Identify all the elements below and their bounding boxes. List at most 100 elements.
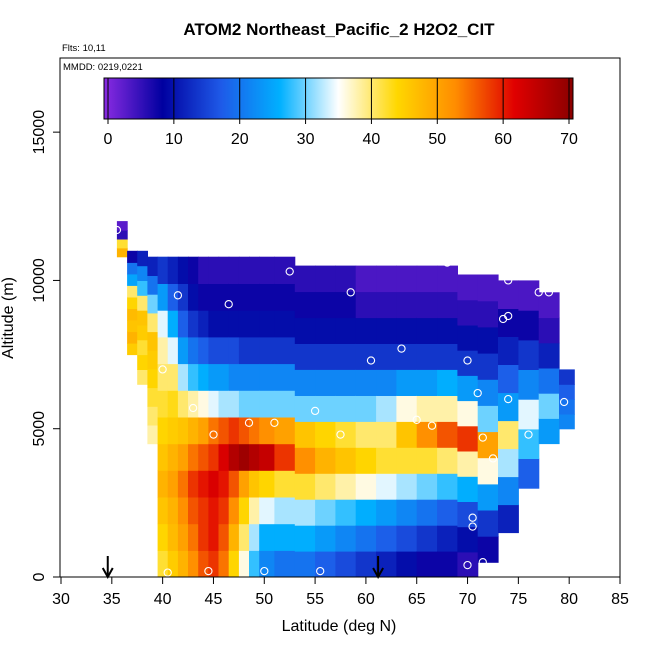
heatmap-cell (294, 551, 316, 577)
colorbar-gradient (103, 77, 574, 120)
observation-marker (478, 558, 487, 567)
observation-marker (260, 566, 269, 576)
heatmap-cell (457, 451, 479, 477)
observation-marker (468, 513, 477, 522)
heatmap-cell (157, 416, 169, 445)
heatmap-cell (518, 399, 540, 430)
heatmap-cell (228, 496, 240, 525)
heatmap-cell (477, 536, 499, 563)
heatmap-cell (228, 390, 240, 418)
heatmap-cell (198, 256, 209, 284)
y-tick-label: 10000 (31, 258, 48, 303)
heatmap-cell (147, 406, 159, 426)
heatmap-cell (188, 470, 199, 498)
heatmap-cell (157, 310, 169, 338)
heatmap-cell (355, 369, 377, 396)
heatmap-cell (198, 523, 209, 551)
heatmap-cell (157, 256, 169, 284)
heatmap-cell (177, 310, 189, 338)
heatmap-cell (477, 405, 499, 433)
heatmap-cell (198, 443, 209, 471)
heatmap-cell (116, 221, 128, 231)
heatmap-cell (259, 523, 275, 551)
heatmap-cell (127, 320, 138, 333)
colorbar-tick-label: 30 (297, 131, 315, 148)
heatmap-cell (249, 523, 260, 551)
y-axis-label: Altitude (m) (0, 277, 17, 359)
heatmap-cell (137, 280, 148, 296)
heatmap-cell (274, 256, 296, 284)
heatmap-cell (315, 421, 336, 448)
heatmap-cell (147, 424, 159, 445)
heatmap-cell (294, 395, 316, 422)
heatmap-cell (177, 363, 189, 391)
observation-marker (163, 568, 172, 577)
heatmap-cell (416, 265, 438, 293)
heatmap-cell (259, 550, 275, 577)
heatmap-cell (238, 310, 250, 338)
observation-marker (336, 430, 345, 439)
heatmap-cell (538, 393, 560, 419)
heatmap-cell (294, 343, 316, 370)
heatmap-cell (188, 256, 199, 284)
heatmap-cell (249, 363, 260, 391)
observation-marker (244, 418, 254, 427)
observation-marker (534, 288, 543, 297)
y-axis: 0 5000 10000 15000 (31, 110, 60, 581)
heatmap-cell (218, 496, 230, 525)
heatmap-cell (167, 416, 179, 445)
heatmap-cell (238, 363, 250, 391)
heatmap-cell (259, 390, 275, 418)
colorbar: 0 10 20 30 40 50 60 70 (103, 77, 578, 148)
heatmap-cell (188, 550, 199, 577)
dates-label: MMDD: 0219,0221 (63, 62, 143, 73)
heatmap-cell (416, 343, 438, 370)
heatmap-cell (167, 550, 179, 577)
colorbar-tick-label: 0 (104, 131, 113, 148)
heatmap-cell (437, 499, 458, 526)
heatmap-cell (538, 317, 560, 344)
heatmap-cell (157, 496, 169, 525)
heatmap-cell (437, 343, 458, 370)
heatmap-cell (177, 283, 189, 311)
x-axis: 30 35 40 45 50 55 60 65 70 75 80 85 (52, 577, 629, 608)
heatmap-cell (559, 384, 575, 400)
x-tick-label: 45 (205, 591, 223, 608)
heatmap-cell (498, 448, 519, 478)
heatmap-cell (355, 525, 377, 552)
observation-marker (224, 300, 233, 309)
heatmap-cell (208, 443, 220, 471)
heatmap-cell (208, 496, 220, 525)
observation-marker (285, 267, 294, 276)
observation-marker (473, 388, 482, 398)
heatmap-cell (355, 395, 377, 422)
heatmap-cell (518, 339, 540, 370)
heatmap-cell (167, 336, 179, 365)
heatmap-cell (376, 369, 397, 396)
x-tick-label: 55 (306, 591, 324, 608)
heatmap-cell (355, 343, 377, 370)
heatmap-cell (259, 443, 275, 471)
heatmap-cell (157, 550, 169, 577)
heatmap-cell (416, 473, 438, 500)
heatmap-cell (457, 551, 479, 577)
heatmap-cell (396, 473, 418, 500)
heatmap-cell (315, 369, 336, 396)
heatmap-cell (294, 291, 316, 319)
observation-marker (397, 344, 406, 353)
heatmap-cell (127, 331, 138, 344)
heatmap-cell (437, 265, 458, 293)
heatmap-cell (335, 395, 357, 422)
heatmap-cell (218, 310, 230, 338)
heatmap-cell (315, 395, 336, 422)
heatmap-cell (396, 525, 418, 552)
observation-marker (524, 430, 533, 439)
heatmap-cell (457, 526, 479, 553)
heatmap-cell (147, 368, 159, 389)
heatmap-cell (457, 501, 479, 528)
observation-marker (478, 433, 487, 442)
heatmap-cell (218, 416, 230, 445)
arrow-head (101, 567, 114, 580)
heatmap-cell (198, 390, 209, 418)
